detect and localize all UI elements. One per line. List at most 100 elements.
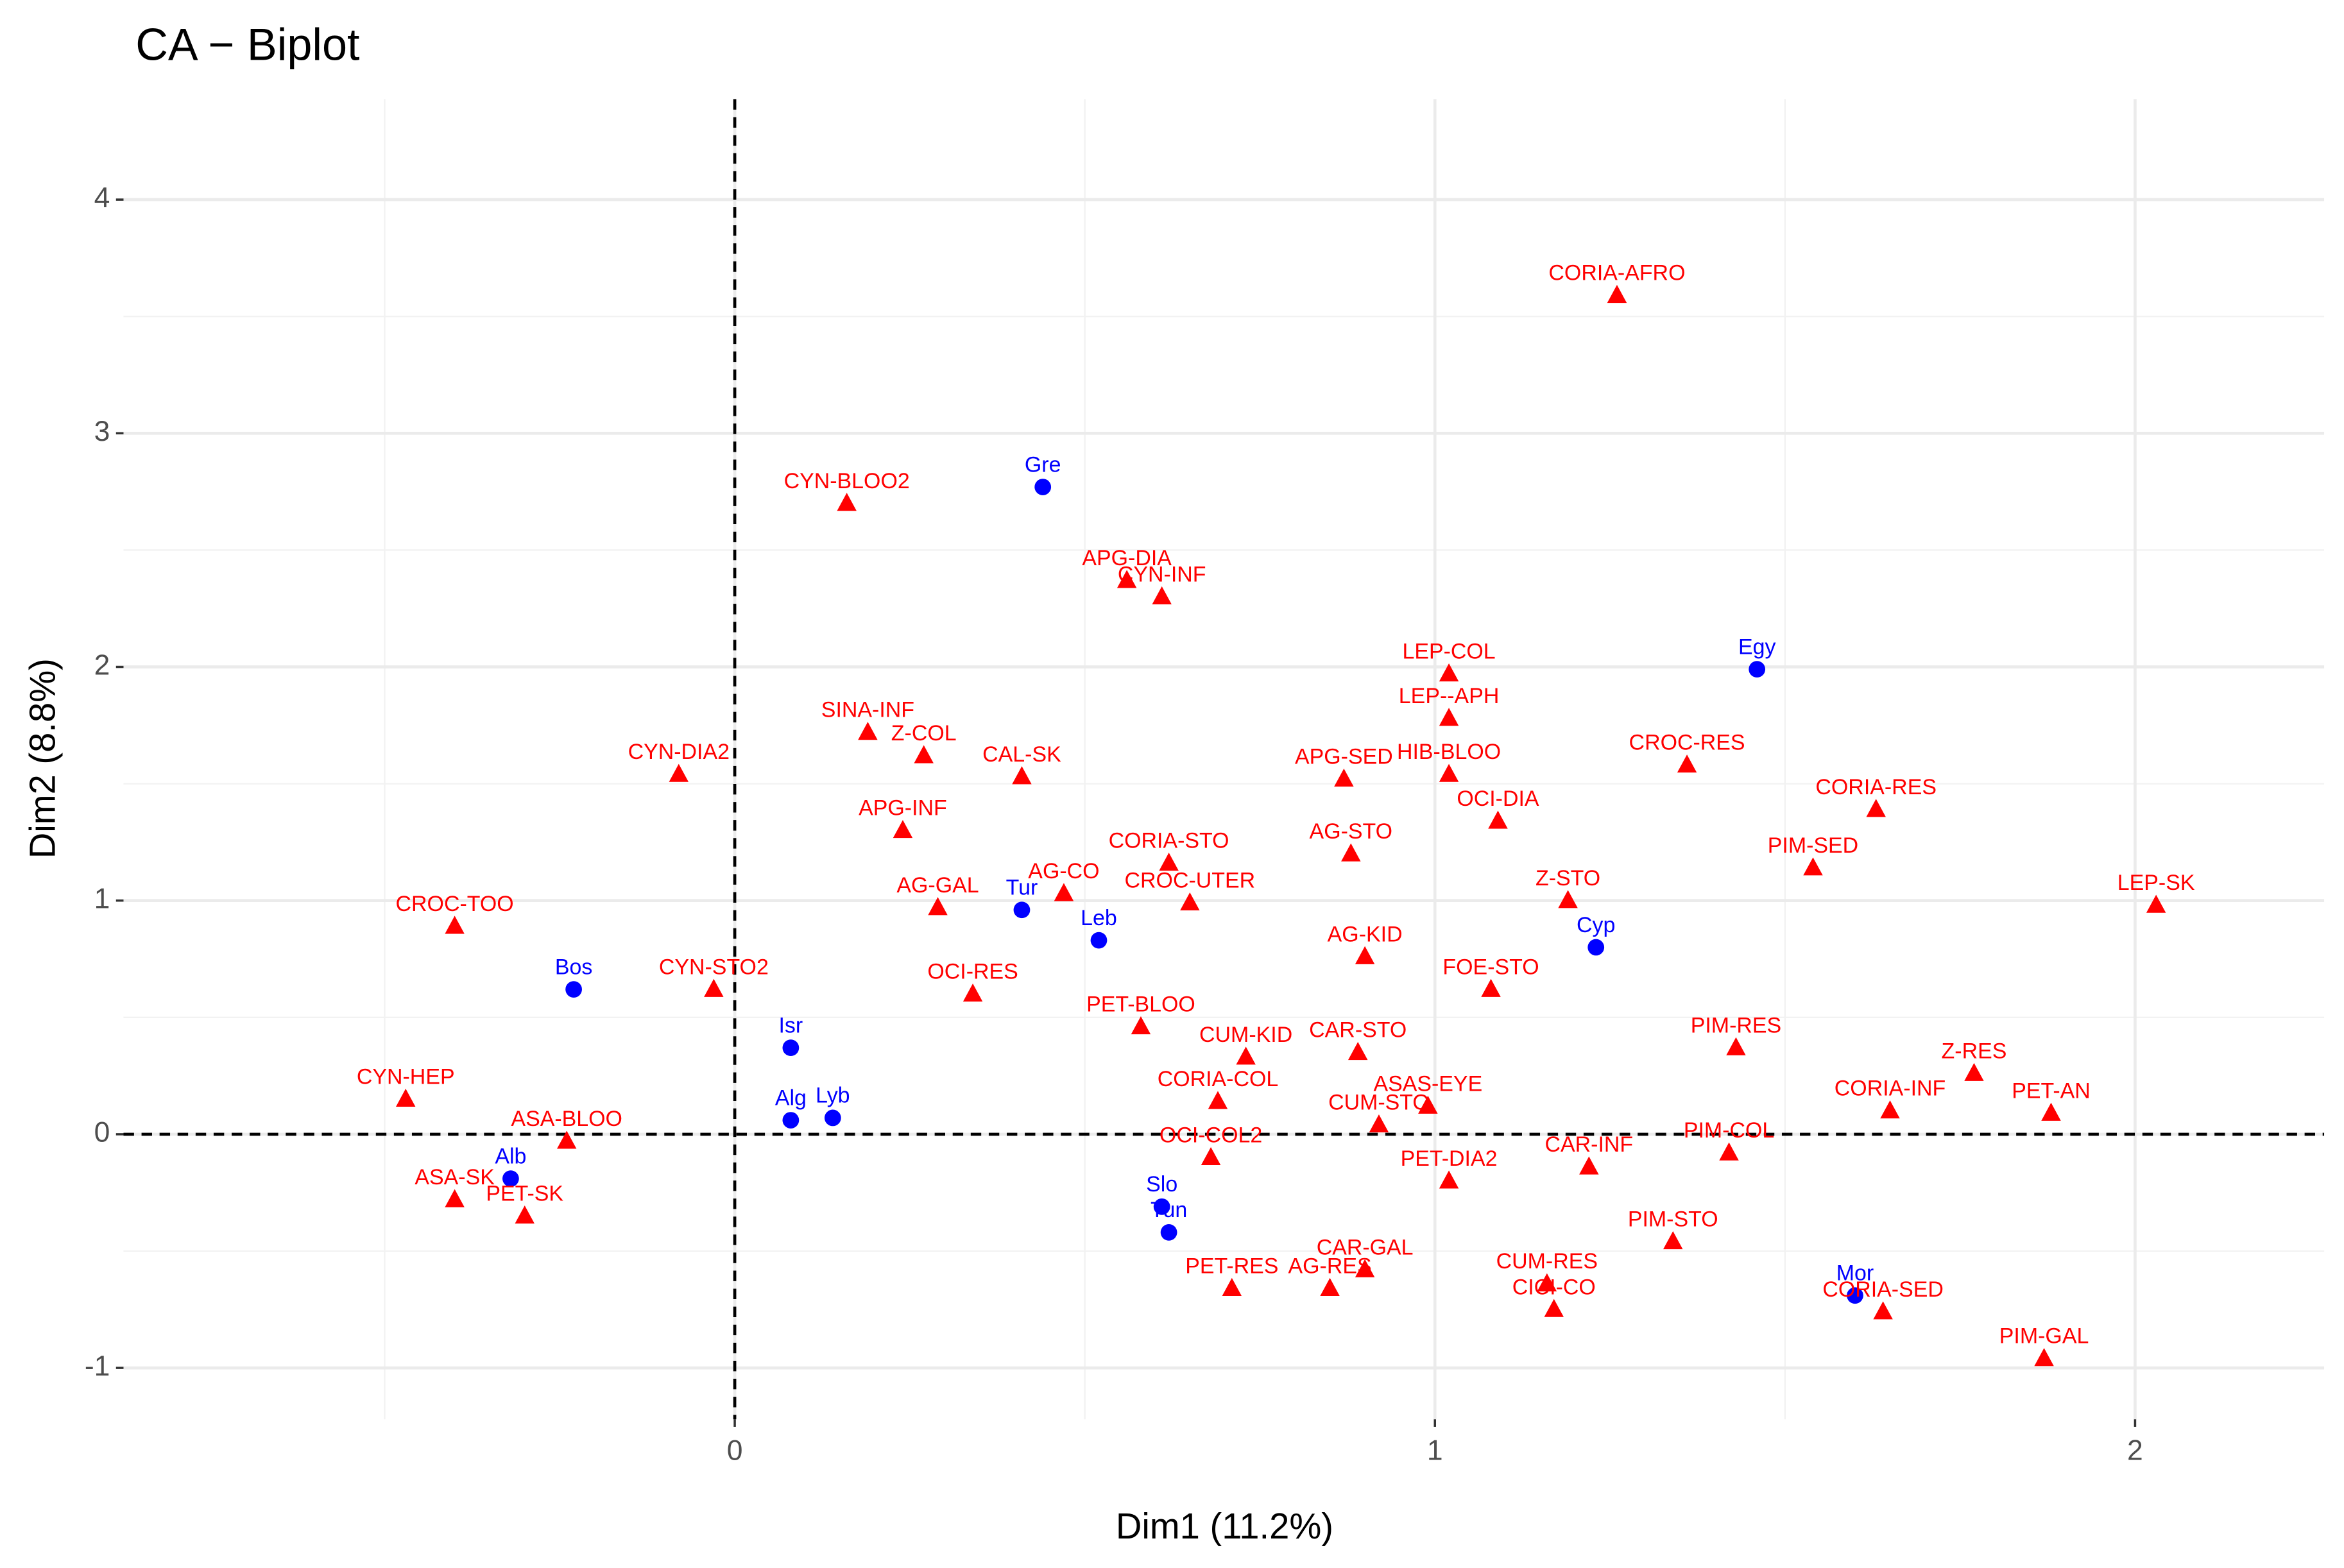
point-label: CUM-KID: [1199, 1023, 1292, 1047]
point-label: Bos: [555, 955, 592, 979]
point-label: CROC-TOO: [396, 892, 514, 916]
point: [782, 1039, 800, 1057]
point-label: LEP-SK: [2117, 871, 2195, 895]
point: [1320, 1277, 1340, 1296]
point-label: LEP-COL: [1402, 640, 1495, 664]
y-tick-label: 2: [94, 649, 110, 681]
point: [1208, 1091, 1228, 1109]
x-axis-title: Dim1 (11.2%): [1116, 1506, 1333, 1546]
point: [2034, 1348, 2054, 1367]
point: [1481, 978, 1501, 997]
point-label: Leb: [1081, 906, 1117, 930]
point-label: PIM-COL: [1684, 1118, 1774, 1143]
point-label: Z-RES: [1942, 1039, 2007, 1063]
point-label: AG-CO: [1028, 859, 1099, 883]
point-label: PIM-STO: [1628, 1207, 1718, 1232]
point-label: Slo: [1146, 1172, 1177, 1197]
point: [1013, 901, 1031, 919]
point: [445, 916, 465, 934]
point: [565, 981, 582, 998]
point: [704, 978, 724, 997]
point-label: PIM-GAL: [1999, 1324, 2089, 1349]
y-tick-label: 1: [94, 883, 110, 914]
point-label: Gre: [1025, 452, 1061, 477]
point-label: PET-DIA2: [1401, 1146, 1498, 1171]
point-label: ASAS-EYE: [1373, 1071, 1482, 1096]
point-label: CORIA-RES: [1815, 775, 1937, 799]
point: [1749, 661, 1766, 678]
point: [1160, 1224, 1177, 1241]
point: [1488, 810, 1508, 829]
point: [1153, 1198, 1170, 1215]
point-label: CICI-CO: [1512, 1275, 1596, 1299]
point: [1579, 1156, 1599, 1175]
point-label: CYN-HEP: [357, 1064, 455, 1089]
point: [1348, 1042, 1368, 1061]
point-label: AG-STO: [1310, 819, 1392, 844]
point-label: Mor: [1836, 1261, 1874, 1285]
point-label: APG-SED: [1295, 745, 1393, 769]
point-label: Lyb: [816, 1084, 850, 1108]
point-label: APG-DIA: [1082, 546, 1172, 570]
point-label: PET-RES: [1185, 1254, 1278, 1278]
point-label: AG-KID: [1328, 922, 1403, 946]
point-label: Tun: [1151, 1198, 1187, 1222]
point-label: Cyp: [1577, 913, 1615, 937]
y-tick-label: 0: [94, 1117, 110, 1148]
point: [914, 745, 934, 763]
point-label: CAR-GAL: [1317, 1235, 1414, 1259]
chart-title: CA − Biplot: [135, 19, 359, 69]
point: [1847, 1287, 1863, 1304]
point-label: FOE-STO: [1442, 955, 1539, 979]
point-label: Isr: [779, 1013, 803, 1037]
point: [962, 984, 983, 1002]
point: [669, 763, 689, 782]
point: [1201, 1146, 1221, 1166]
y-tick-label: -1: [85, 1351, 110, 1382]
point: [1873, 1301, 1893, 1320]
point: [1236, 1046, 1256, 1065]
point: [1355, 946, 1375, 964]
point-label: CYN-DIA2: [628, 740, 730, 764]
point-label: Alg: [775, 1086, 807, 1110]
point: [1607, 285, 1627, 303]
point: [1544, 1299, 1564, 1317]
point: [556, 1130, 577, 1149]
point: [1034, 479, 1052, 495]
point: [445, 1189, 465, 1207]
y-axis-title: Dim2 (8.8%): [22, 658, 63, 858]
point: [1355, 1259, 1375, 1277]
point-label: Z-COL: [891, 721, 957, 746]
point-label: CAR-STO: [1309, 1018, 1407, 1043]
point-label: Alb: [495, 1144, 526, 1168]
point: [782, 1112, 800, 1129]
point: [1439, 663, 1459, 682]
point-label: Tur: [1006, 875, 1038, 899]
point: [1726, 1037, 1746, 1055]
point: [893, 820, 913, 839]
point: [396, 1088, 416, 1107]
point-label: CORIA-SED: [1822, 1277, 1944, 1302]
point-label: ASA-BLOO: [511, 1107, 622, 1131]
point-label: CYN-STO2: [659, 955, 769, 979]
point: [1880, 1100, 1900, 1119]
point: [1090, 932, 1108, 949]
point-label: CYN-BLOO2: [784, 469, 910, 493]
point-label: AG-GAL: [896, 873, 979, 898]
point-label: CAL-SK: [982, 742, 1061, 767]
point: [1180, 892, 1200, 911]
x-tick-label: 1: [1427, 1435, 1443, 1466]
point-label: PET-AN: [2012, 1078, 2091, 1103]
x-tick-label: 2: [2127, 1435, 2143, 1466]
point-label: PET-BLOO: [1086, 993, 1195, 1017]
point: [2041, 1102, 2061, 1121]
point: [1866, 799, 1886, 817]
point-label: LEP--APH: [1399, 684, 1500, 708]
point: [1719, 1142, 1739, 1161]
point: [1439, 708, 1459, 726]
point-label: CYN-INF: [1118, 562, 1206, 586]
point: [1341, 843, 1361, 862]
point: [1131, 1016, 1151, 1035]
y-tick-label: 3: [94, 416, 110, 447]
